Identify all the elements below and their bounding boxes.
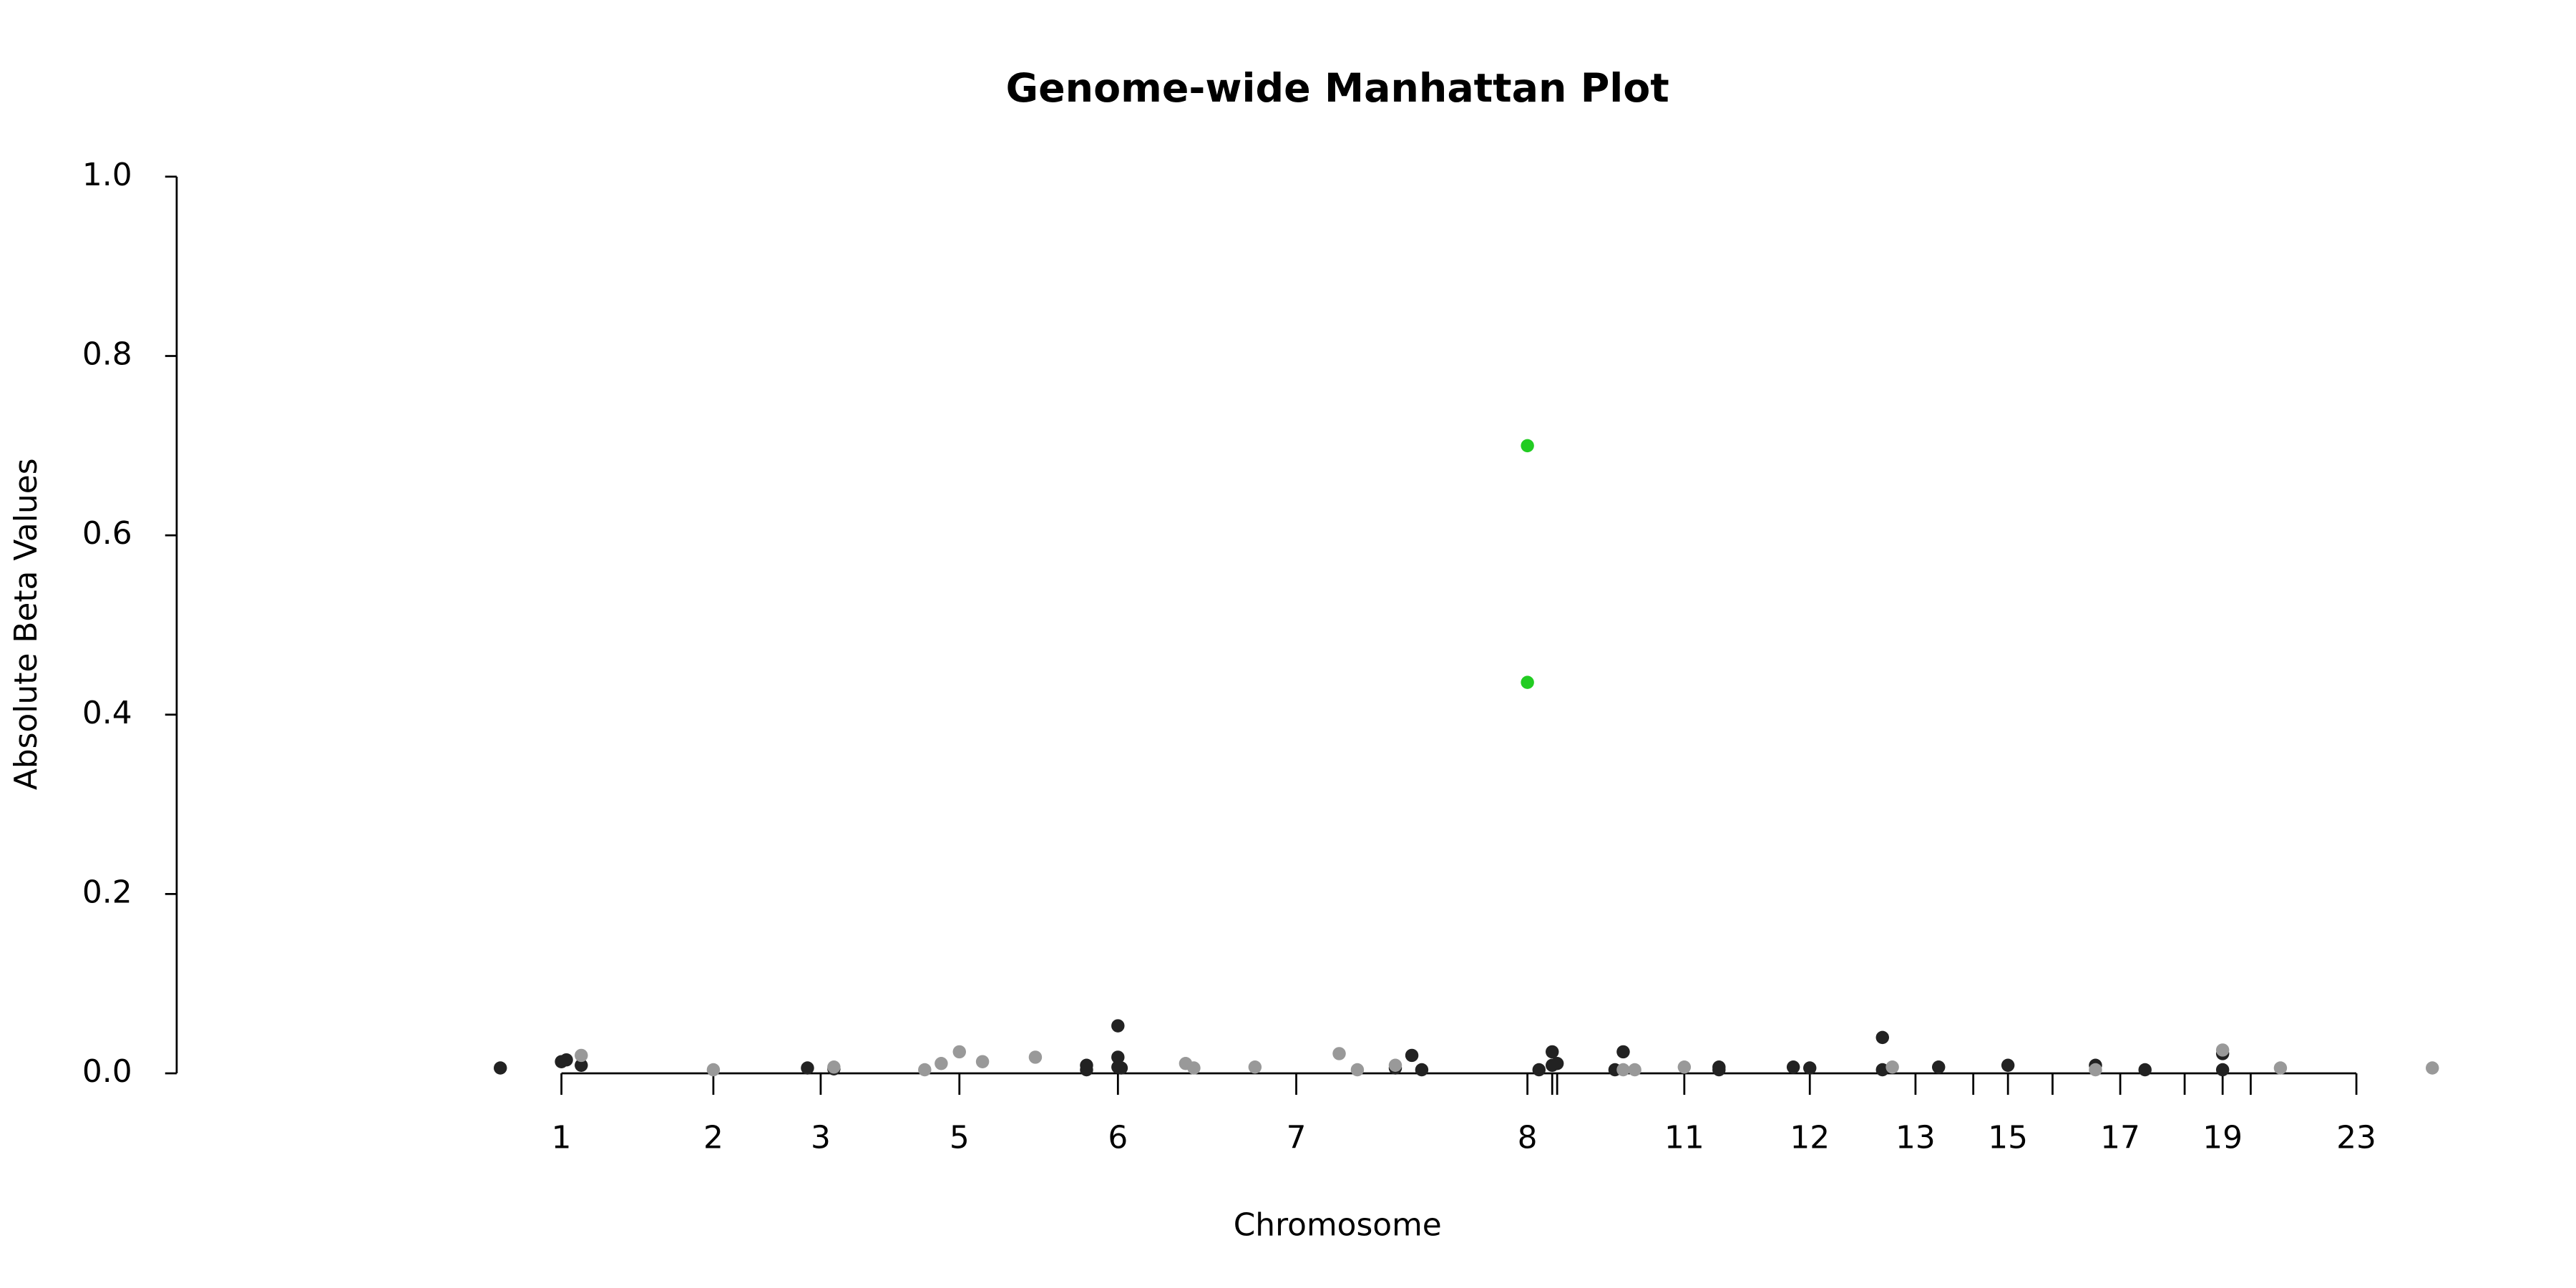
data-point — [575, 1058, 588, 1072]
data-point — [2215, 1063, 2230, 1077]
data-point — [1532, 1063, 1546, 1077]
x-tick-label: 11 — [1664, 1119, 1704, 1156]
data-point — [2215, 1043, 2230, 1057]
data-point — [1028, 1050, 1043, 1064]
data-point — [2273, 1061, 2288, 1075]
y-tick-label: 1.0 — [82, 157, 132, 193]
data-point — [560, 1053, 573, 1067]
data-point — [2001, 1058, 2015, 1072]
data-point — [1248, 1060, 1262, 1074]
data-point — [1628, 1063, 1641, 1077]
data-point — [1677, 1060, 1692, 1074]
y-tick-label: 0.4 — [82, 695, 132, 731]
y-tick-label: 0.0 — [82, 1053, 132, 1090]
data-point — [827, 1060, 841, 1074]
data-point — [1415, 1063, 1429, 1077]
data-point — [1616, 1045, 1630, 1059]
data-point — [494, 1061, 507, 1075]
data-point — [952, 1045, 966, 1059]
data-point — [1885, 1060, 1899, 1074]
x-tick-label: 6 — [1108, 1119, 1128, 1156]
chart-title: Genome-wide Manhattan Plot — [1006, 66, 1669, 112]
data-point — [1332, 1047, 1346, 1060]
x-tick-label: 2 — [703, 1119, 723, 1156]
data-point — [1550, 1056, 1564, 1070]
data-point — [1875, 1063, 1889, 1077]
x-tick-label: 12 — [1790, 1119, 1830, 1156]
data-point — [1616, 1063, 1630, 1077]
data-point — [1712, 1063, 1726, 1077]
x-tick-label: 1 — [552, 1119, 572, 1156]
data-point — [1932, 1060, 1946, 1074]
data-point — [1786, 1060, 1800, 1074]
data-point — [1388, 1058, 1402, 1072]
data-point — [1111, 1019, 1125, 1033]
data-point — [935, 1056, 948, 1070]
x-tick-label: 7 — [1287, 1119, 1307, 1156]
data-point — [1521, 439, 1534, 453]
data-point — [801, 1061, 814, 1075]
data-point — [2426, 1061, 2439, 1075]
data-point — [1111, 1050, 1125, 1064]
x-tick-label: 23 — [2336, 1119, 2376, 1156]
x-tick-label: 15 — [1988, 1119, 2028, 1156]
data-point — [1187, 1061, 1201, 1075]
data-point — [1350, 1063, 1365, 1077]
y-tick-label: 0.2 — [82, 874, 132, 910]
data-point — [1521, 675, 1534, 689]
data-point — [706, 1063, 721, 1077]
x-tick-label: 3 — [811, 1119, 831, 1156]
data-point — [575, 1048, 588, 1063]
x-tick-label: 8 — [1518, 1119, 1538, 1156]
data-point — [1875, 1030, 1889, 1045]
data-point — [1546, 1045, 1559, 1059]
data-point — [918, 1063, 932, 1077]
x-tick-label: 5 — [950, 1119, 970, 1156]
x-tick-label: 17 — [2100, 1119, 2140, 1156]
y-tick-label: 0.8 — [82, 336, 132, 373]
data-point — [1803, 1061, 1817, 1075]
data-point — [1405, 1048, 1419, 1063]
data-point — [975, 1055, 990, 1068]
data-point — [2089, 1063, 2102, 1077]
data-point — [1114, 1061, 1128, 1075]
data-point — [1080, 1063, 1093, 1077]
data-point — [2138, 1063, 2152, 1077]
y-tick-label: 0.6 — [82, 515, 132, 552]
x-tick-label: 13 — [1896, 1119, 1936, 1156]
x-tick-label: 19 — [2202, 1119, 2243, 1156]
y-axis-label: Absolute Beta Values — [8, 458, 44, 790]
x-axis-label: Chromosome — [1234, 1207, 1442, 1244]
